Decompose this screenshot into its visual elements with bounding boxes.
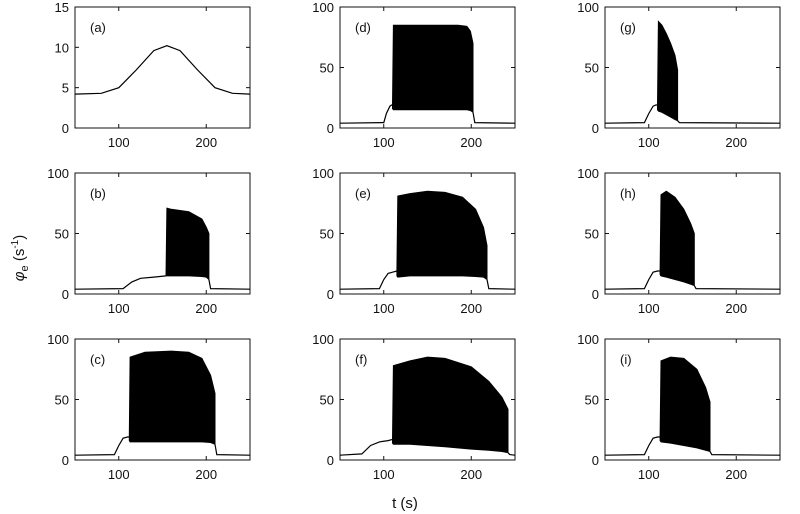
post-burst-trace — [472, 112, 516, 124]
panel: 0 50 100 100 200 (f) — [312, 332, 516, 482]
oscillation-band — [165, 207, 210, 281]
x-tick-label: 100 — [373, 301, 395, 316]
y-tick-label: 50 — [585, 393, 599, 408]
y-tick-label: 50 — [55, 227, 69, 242]
x-tick-label: 200 — [195, 301, 217, 316]
y-tick-label: 100 — [577, 166, 599, 181]
pre-burst-trace — [339, 438, 393, 456]
x-tick-label: 100 — [108, 301, 130, 316]
panel-label: (i) — [620, 352, 632, 367]
y-tick-label: 100 — [47, 332, 69, 347]
x-tick-label: 200 — [460, 467, 482, 482]
panel-label: (b) — [90, 186, 106, 201]
x-tick-label: 100 — [638, 135, 660, 150]
panel-label: (e) — [355, 186, 371, 201]
x-tick-label: 100 — [108, 467, 130, 482]
oscillation-band — [392, 356, 509, 454]
y-tick-label: 0 — [62, 453, 69, 468]
x-axis-label: t (s) — [392, 495, 418, 512]
panel: 0 50 100 100 200 (h) — [577, 166, 781, 316]
series-line — [74, 45, 251, 95]
y-tick-label: 0 — [327, 287, 334, 302]
y-tick-label: 50 — [585, 61, 599, 76]
post-burst-trace — [486, 279, 516, 290]
y-tick-label: 100 — [577, 332, 599, 347]
x-tick-label: 100 — [373, 135, 395, 150]
panel-label: (h) — [620, 186, 636, 201]
y-axis-label: φe (s-1) — [10, 235, 31, 282]
y-tick-label: 50 — [320, 61, 334, 76]
x-tick-label: 100 — [638, 467, 660, 482]
y-tick-label: 100 — [312, 0, 334, 15]
oscillation-band — [659, 356, 711, 453]
y-tick-label: 100 — [312, 332, 334, 347]
y-axis-label-exponent: -1 — [10, 239, 21, 248]
y-tick-label: 0 — [62, 121, 69, 136]
y-axis-label-subscript: e — [19, 265, 31, 271]
x-tick-label: 200 — [195, 135, 217, 150]
x-tick-label: 200 — [725, 301, 747, 316]
panel: 0 50 100 100 200 (i) — [577, 332, 781, 482]
y-tick-label: 50 — [55, 393, 69, 408]
panel: 0 50 100 100 200 (c) — [47, 332, 251, 482]
x-tick-label: 200 — [460, 301, 482, 316]
panel-grid: 0 5 10 15 100 200 (a) 0 50 100 100 200 (b) 0 50 100 100 2… — [47, 0, 781, 482]
y-tick-label: 50 — [320, 227, 334, 242]
panel: 0 50 100 100 200 (b) — [47, 166, 251, 316]
panel: 0 50 100 100 200 (d) — [312, 0, 516, 150]
pre-burst-trace — [74, 275, 167, 290]
oscillation-band — [659, 190, 695, 287]
y-tick-label: 100 — [47, 166, 69, 181]
x-tick-label: 100 — [108, 135, 130, 150]
oscillation-band — [657, 20, 679, 122]
y-tick-label: 0 — [592, 121, 599, 136]
post-burst-trace — [709, 451, 781, 456]
x-tick-label: 100 — [638, 301, 660, 316]
post-burst-trace — [214, 444, 251, 456]
oscillation-band — [396, 190, 488, 281]
y-tick-label: 10 — [55, 40, 69, 55]
y-tick-label: 0 — [327, 121, 334, 136]
panel-label: (g) — [620, 20, 636, 35]
pre-burst-trace — [604, 104, 658, 124]
plot-frame — [74, 6, 251, 129]
y-tick-label: 50 — [320, 393, 334, 408]
y-tick-label: 0 — [327, 453, 334, 468]
x-tick-label: 200 — [195, 467, 217, 482]
y-tick-label: 5 — [62, 81, 69, 96]
panel-label: (d) — [355, 20, 371, 35]
y-tick-label: 15 — [55, 0, 69, 15]
y-axis-label-unit: (s — [11, 249, 28, 266]
y-tick-label: 0 — [62, 287, 69, 302]
pre-burst-trace — [74, 436, 130, 456]
panel: 0 50 100 100 200 (g) — [577, 0, 781, 150]
oscillation-band — [392, 24, 474, 114]
y-axis-label-symbol: φ — [11, 271, 28, 281]
x-tick-label: 200 — [460, 135, 482, 150]
panel-label: (a) — [90, 20, 106, 35]
post-burst-trace — [208, 279, 251, 290]
pre-burst-trace — [604, 270, 661, 290]
panel-label: (f) — [355, 352, 367, 367]
x-tick-label: 100 — [373, 467, 395, 482]
panel: 0 5 10 15 100 200 (a) — [55, 0, 251, 150]
x-tick-label: 200 — [725, 467, 747, 482]
y-tick-label: 50 — [585, 227, 599, 242]
panel: 0 50 100 100 200 (e) — [312, 166, 516, 316]
x-tick-label: 200 — [725, 135, 747, 150]
y-tick-label: 100 — [577, 0, 599, 15]
panel-label: (c) — [90, 352, 105, 367]
y-axis-label-unit-close: ) — [11, 235, 28, 240]
pre-burst-trace — [339, 270, 398, 290]
post-burst-trace — [677, 120, 781, 124]
y-tick-label: 0 — [592, 287, 599, 302]
post-burst-trace — [507, 452, 516, 456]
pre-burst-trace — [339, 104, 393, 124]
post-burst-trace — [693, 285, 781, 290]
y-tick-label: 0 — [592, 453, 599, 468]
pre-burst-trace — [604, 436, 661, 456]
y-tick-label: 100 — [312, 166, 334, 181]
oscillation-band — [128, 350, 216, 446]
